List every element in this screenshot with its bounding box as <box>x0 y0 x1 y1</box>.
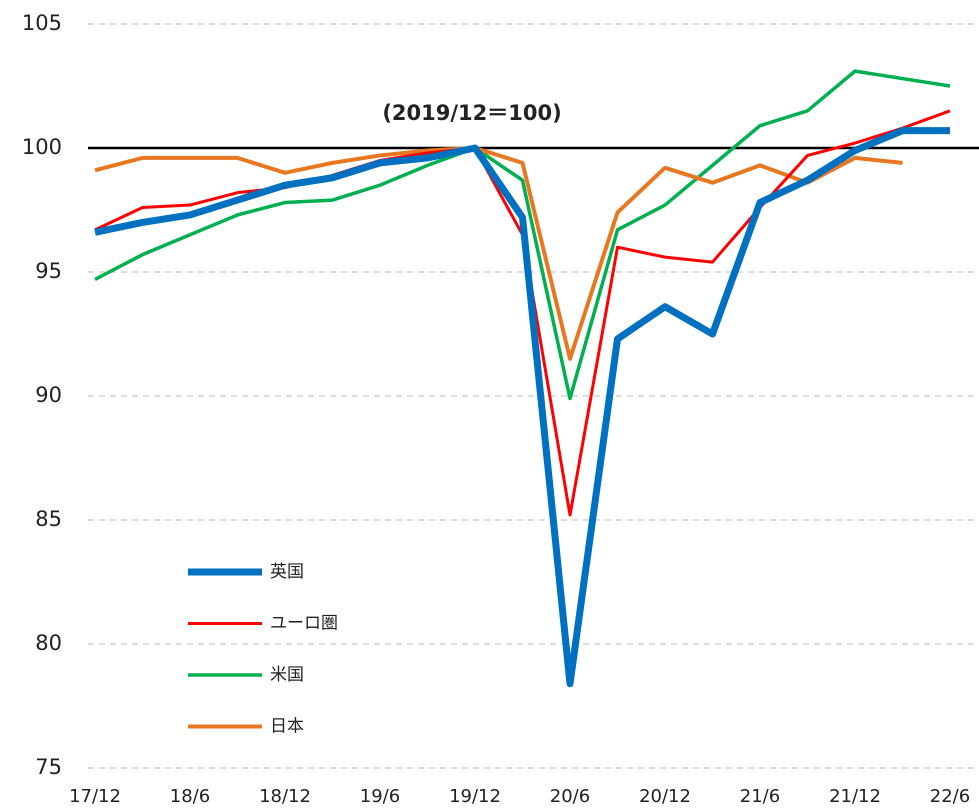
y-tick-label: 85 <box>35 507 62 531</box>
x-tick-label: 17/12 <box>69 786 121 807</box>
y-tick-label: 80 <box>35 631 62 655</box>
legend-label: 英国 <box>270 562 304 582</box>
series-line <box>94 69 951 401</box>
series-line <box>94 146 903 361</box>
legend-label: 日本 <box>270 717 304 737</box>
x-tick-label: 21/6 <box>740 786 780 807</box>
y-tick-label: 105 <box>22 11 62 35</box>
x-tick-label: 19/6 <box>360 786 400 807</box>
y-tick-label: 90 <box>35 383 62 407</box>
series-line <box>94 127 950 688</box>
x-tick-label: 20/12 <box>639 786 691 807</box>
x-tick-label: 18/12 <box>259 786 311 807</box>
x-tick-label: 18/6 <box>170 786 210 807</box>
y-tick-label: 95 <box>35 259 62 283</box>
x-tick-label: 20/6 <box>550 786 590 807</box>
y-tick-label: 100 <box>22 135 62 159</box>
legend-label: ユーロ圏 <box>270 614 338 634</box>
annotation: (2019/12＝100) <box>382 101 561 125</box>
y-tick-label: 75 <box>35 755 62 779</box>
x-tick-label: 19/12 <box>449 786 501 807</box>
x-tick-label: 21/12 <box>829 786 881 807</box>
legend-label: 米国 <box>270 665 304 685</box>
x-tick-label: 22/6 <box>930 786 970 807</box>
